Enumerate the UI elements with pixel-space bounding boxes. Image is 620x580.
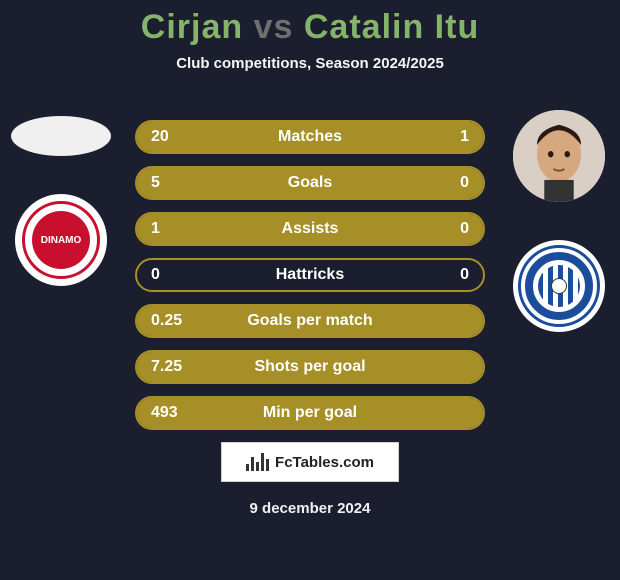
- title-vs: vs: [254, 8, 294, 46]
- player2-face-icon: [513, 110, 605, 202]
- stat-row: 7.25 Shots per goal: [135, 350, 485, 384]
- dinamo-badge-icon: DINAMO: [22, 201, 100, 279]
- bar-chart-icon: [246, 453, 269, 471]
- stat-label: Matches: [278, 128, 342, 146]
- stat-row: 493 Min per goal: [135, 396, 485, 430]
- stat-value-left: 493: [151, 404, 178, 422]
- page-title: Cirjan vs Catalin Itu: [0, 0, 620, 47]
- title-player2: Catalin Itu: [304, 8, 479, 46]
- brand-label: FcTables.com: [275, 454, 374, 471]
- right-column: [504, 110, 614, 332]
- stat-value-left: 7.25: [151, 358, 182, 376]
- stat-value-right: 1: [460, 128, 469, 146]
- player1-club-badge: DINAMO: [15, 194, 107, 286]
- stat-value-left: 5: [151, 174, 160, 192]
- left-column: DINAMO: [6, 110, 116, 286]
- stat-label: Hattricks: [276, 266, 344, 284]
- stat-value-left: 0.25: [151, 312, 182, 330]
- stat-label: Min per goal: [263, 404, 357, 422]
- stat-row: 1 Assists 0: [135, 212, 485, 246]
- stat-label: Goals per match: [247, 312, 372, 330]
- stat-value-right: 0: [460, 174, 469, 192]
- stat-value-right: 0: [460, 266, 469, 284]
- stat-label: Shots per goal: [254, 358, 365, 376]
- player2-club-badge: [513, 240, 605, 332]
- stat-value-right: 0: [460, 220, 469, 238]
- player2-avatar: [513, 110, 605, 202]
- player1-avatar: [11, 116, 111, 156]
- stat-row: 0 Hattricks 0: [135, 258, 485, 292]
- footer-date: 9 december 2024: [250, 500, 371, 517]
- title-player1: Cirjan: [141, 8, 243, 46]
- stat-label: Assists: [282, 220, 339, 238]
- stat-row: 5 Goals 0: [135, 166, 485, 200]
- dinamo-badge-label: DINAMO: [32, 211, 90, 269]
- subtitle: Club competitions, Season 2024/2025: [0, 55, 620, 72]
- stat-row: 0.25 Goals per match: [135, 304, 485, 338]
- brand-logo[interactable]: FcTables.com: [221, 442, 399, 482]
- csm-badge-icon: [518, 245, 600, 327]
- stat-value-left: 20: [151, 128, 169, 146]
- stat-label: Goals: [288, 174, 332, 192]
- stat-row: 20 Matches 1: [135, 120, 485, 154]
- stats-panel: 20 Matches 1 5 Goals 0 1 Assists 0 0 Hattricks 0 0.2…: [135, 120, 485, 430]
- stat-value-left: 0: [151, 266, 160, 284]
- stat-value-left: 1: [151, 220, 160, 238]
